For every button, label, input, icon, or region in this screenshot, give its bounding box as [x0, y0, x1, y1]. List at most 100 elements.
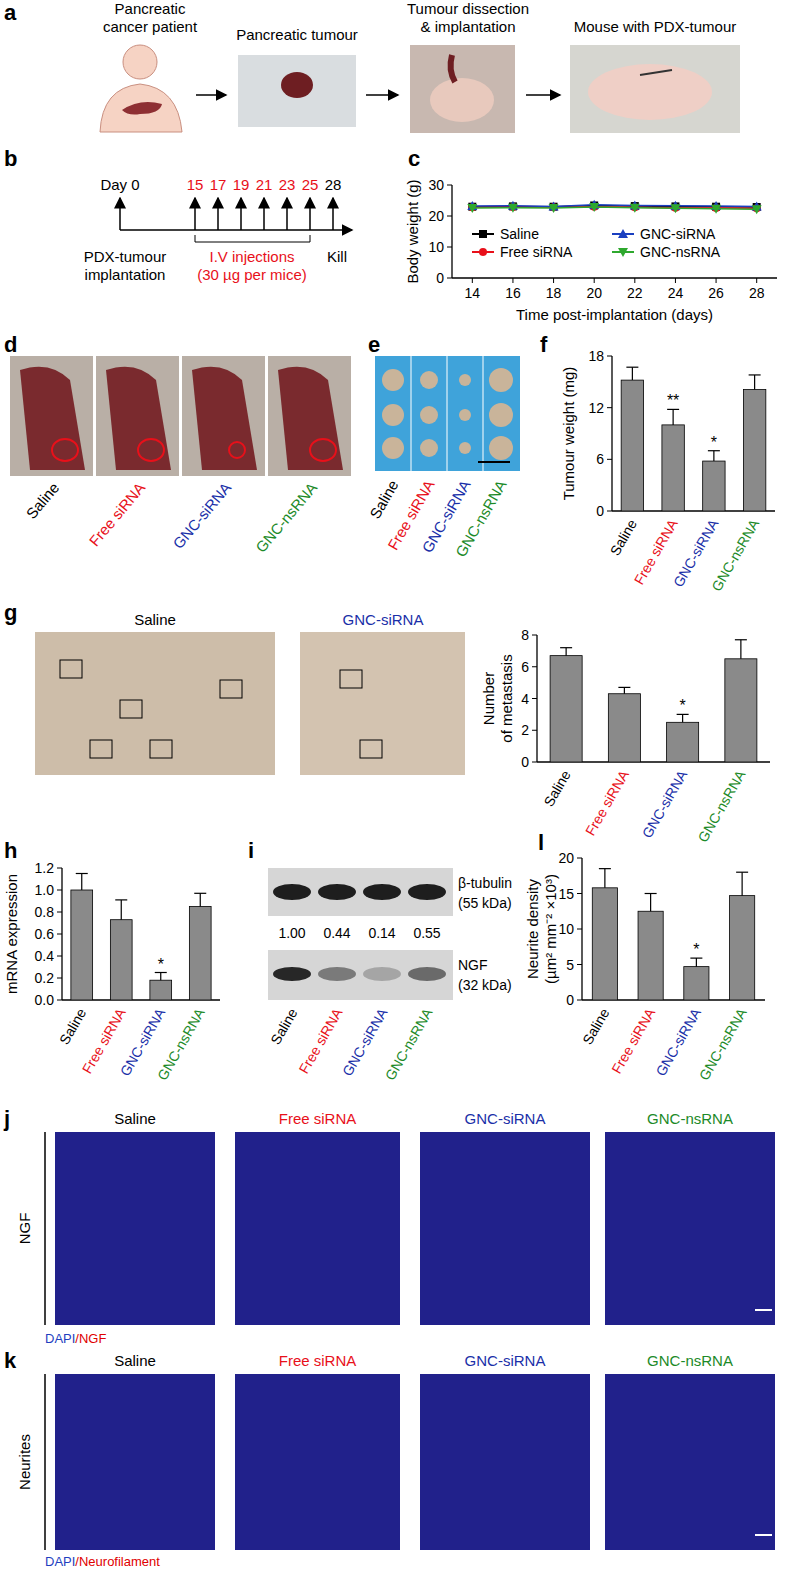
organ-photo — [96, 356, 179, 476]
x-tick-label: Free siRNA — [582, 767, 632, 838]
person-head — [123, 45, 157, 79]
stain-label: /Neurofilament — [75, 1554, 160, 1569]
organ-photo — [268, 356, 351, 476]
y-tick-label: 6 — [596, 451, 604, 467]
group-label: GNC-nsRNA — [252, 479, 320, 556]
stain-label: /NGF — [75, 1331, 106, 1346]
plot-area — [621, 367, 766, 511]
mouse-photo — [430, 78, 494, 122]
y-tick — [57, 1000, 62, 1001]
x-tick — [472, 278, 473, 283]
error-bar — [618, 687, 630, 693]
significance: * — [693, 941, 699, 958]
group-label: GNC-siRNA — [339, 1005, 391, 1079]
x-tick-label: Saline — [540, 767, 573, 809]
plot-area — [550, 640, 757, 762]
legend-marker — [618, 229, 628, 238]
caption: PDX-tumour — [84, 248, 167, 265]
arrow — [332, 198, 334, 230]
ngf-band — [318, 967, 356, 981]
arrow — [366, 94, 398, 96]
blot-membrane — [268, 950, 453, 1000]
plot-area — [71, 874, 211, 1001]
series-marker — [711, 205, 721, 214]
y-axis-title: of metastasis — [498, 654, 515, 742]
x-tick-label: GNC-nsRNA — [708, 516, 762, 594]
pancreas-icon — [122, 102, 162, 115]
organ-photo — [10, 356, 93, 476]
tumour — [420, 406, 438, 424]
image-title: GNC-siRNA — [343, 611, 424, 628]
timeline — [120, 229, 352, 231]
y-tick — [532, 666, 537, 667]
bar — [110, 920, 132, 1000]
y-tick — [447, 185, 452, 186]
x-tick-label: 14 — [465, 285, 481, 301]
series-marker — [752, 205, 762, 214]
stain-legend: DAPI/NGF — [45, 1331, 106, 1346]
tumour-circle — [52, 439, 78, 461]
error-bar — [749, 375, 761, 390]
x-tick-label: Saline — [607, 516, 640, 558]
ngf-band — [408, 967, 446, 981]
y-tick — [577, 964, 582, 965]
inset-box — [340, 670, 362, 688]
bar — [71, 890, 93, 1000]
y-tick-label: 0 — [436, 270, 444, 286]
arrow — [526, 94, 560, 96]
y-tick-label: 10 — [428, 239, 444, 255]
error-bar — [599, 869, 611, 888]
series-marker — [670, 204, 680, 213]
plot-area — [592, 869, 754, 1000]
y-axis-title: Body weight (g) — [404, 179, 421, 283]
error-bar — [736, 872, 748, 895]
micrograph-tint — [605, 1374, 775, 1550]
injection-day: 21 — [256, 176, 273, 193]
panel-letter: i — [248, 838, 254, 863]
y-axis-title: mRNA expression — [3, 874, 20, 994]
image-title: Saline — [114, 1352, 156, 1369]
panel-letter: d — [4, 332, 17, 357]
y-tick — [57, 868, 62, 869]
y-tick — [577, 893, 582, 894]
y-tick-label: 0.6 — [35, 926, 55, 942]
y-tick-label: 30 — [428, 177, 444, 193]
error-stem — [742, 872, 743, 895]
stain-legend: DAPI/Neurofilament — [45, 1554, 160, 1569]
x-tick-label: 16 — [505, 285, 521, 301]
tumour — [489, 368, 513, 392]
tumour — [489, 403, 513, 427]
tubulin-band — [273, 884, 311, 900]
y-tick — [57, 956, 62, 957]
ngf-band — [273, 967, 311, 981]
error-bar — [667, 409, 679, 425]
y-tick — [57, 912, 62, 913]
arrow — [286, 198, 288, 230]
x-axis-title: Time post-implantation (days) — [516, 306, 713, 323]
tumour-circle — [138, 439, 164, 461]
error-stem — [121, 900, 122, 920]
y-axis-title: (µm² mm⁻² ×10³) — [542, 874, 559, 984]
caption: (30 µg per mice) — [197, 266, 307, 283]
stain-label: DAPI — [45, 1331, 75, 1346]
x-tick-label: 22 — [627, 285, 643, 301]
legend-marker — [618, 248, 628, 257]
panel-letter: b — [4, 146, 17, 171]
significance: ** — [667, 392, 679, 409]
y-tick-label: 0.8 — [35, 904, 55, 920]
legend-label: GNC-nsRNA — [640, 244, 721, 260]
injection-day: 23 — [279, 176, 296, 193]
bar — [662, 425, 684, 511]
arrow — [217, 198, 219, 230]
arrow — [196, 94, 226, 96]
step-caption: cancer patient — [103, 18, 198, 35]
y-axis — [611, 356, 612, 511]
error-bar — [155, 973, 167, 981]
micrograph — [605, 1374, 775, 1550]
organ — [20, 367, 85, 470]
legend-label: Saline — [500, 226, 539, 242]
error-stem — [604, 869, 605, 888]
micrograph — [420, 1374, 590, 1550]
error-stem — [624, 687, 625, 693]
scale-bar — [755, 1534, 772, 1536]
